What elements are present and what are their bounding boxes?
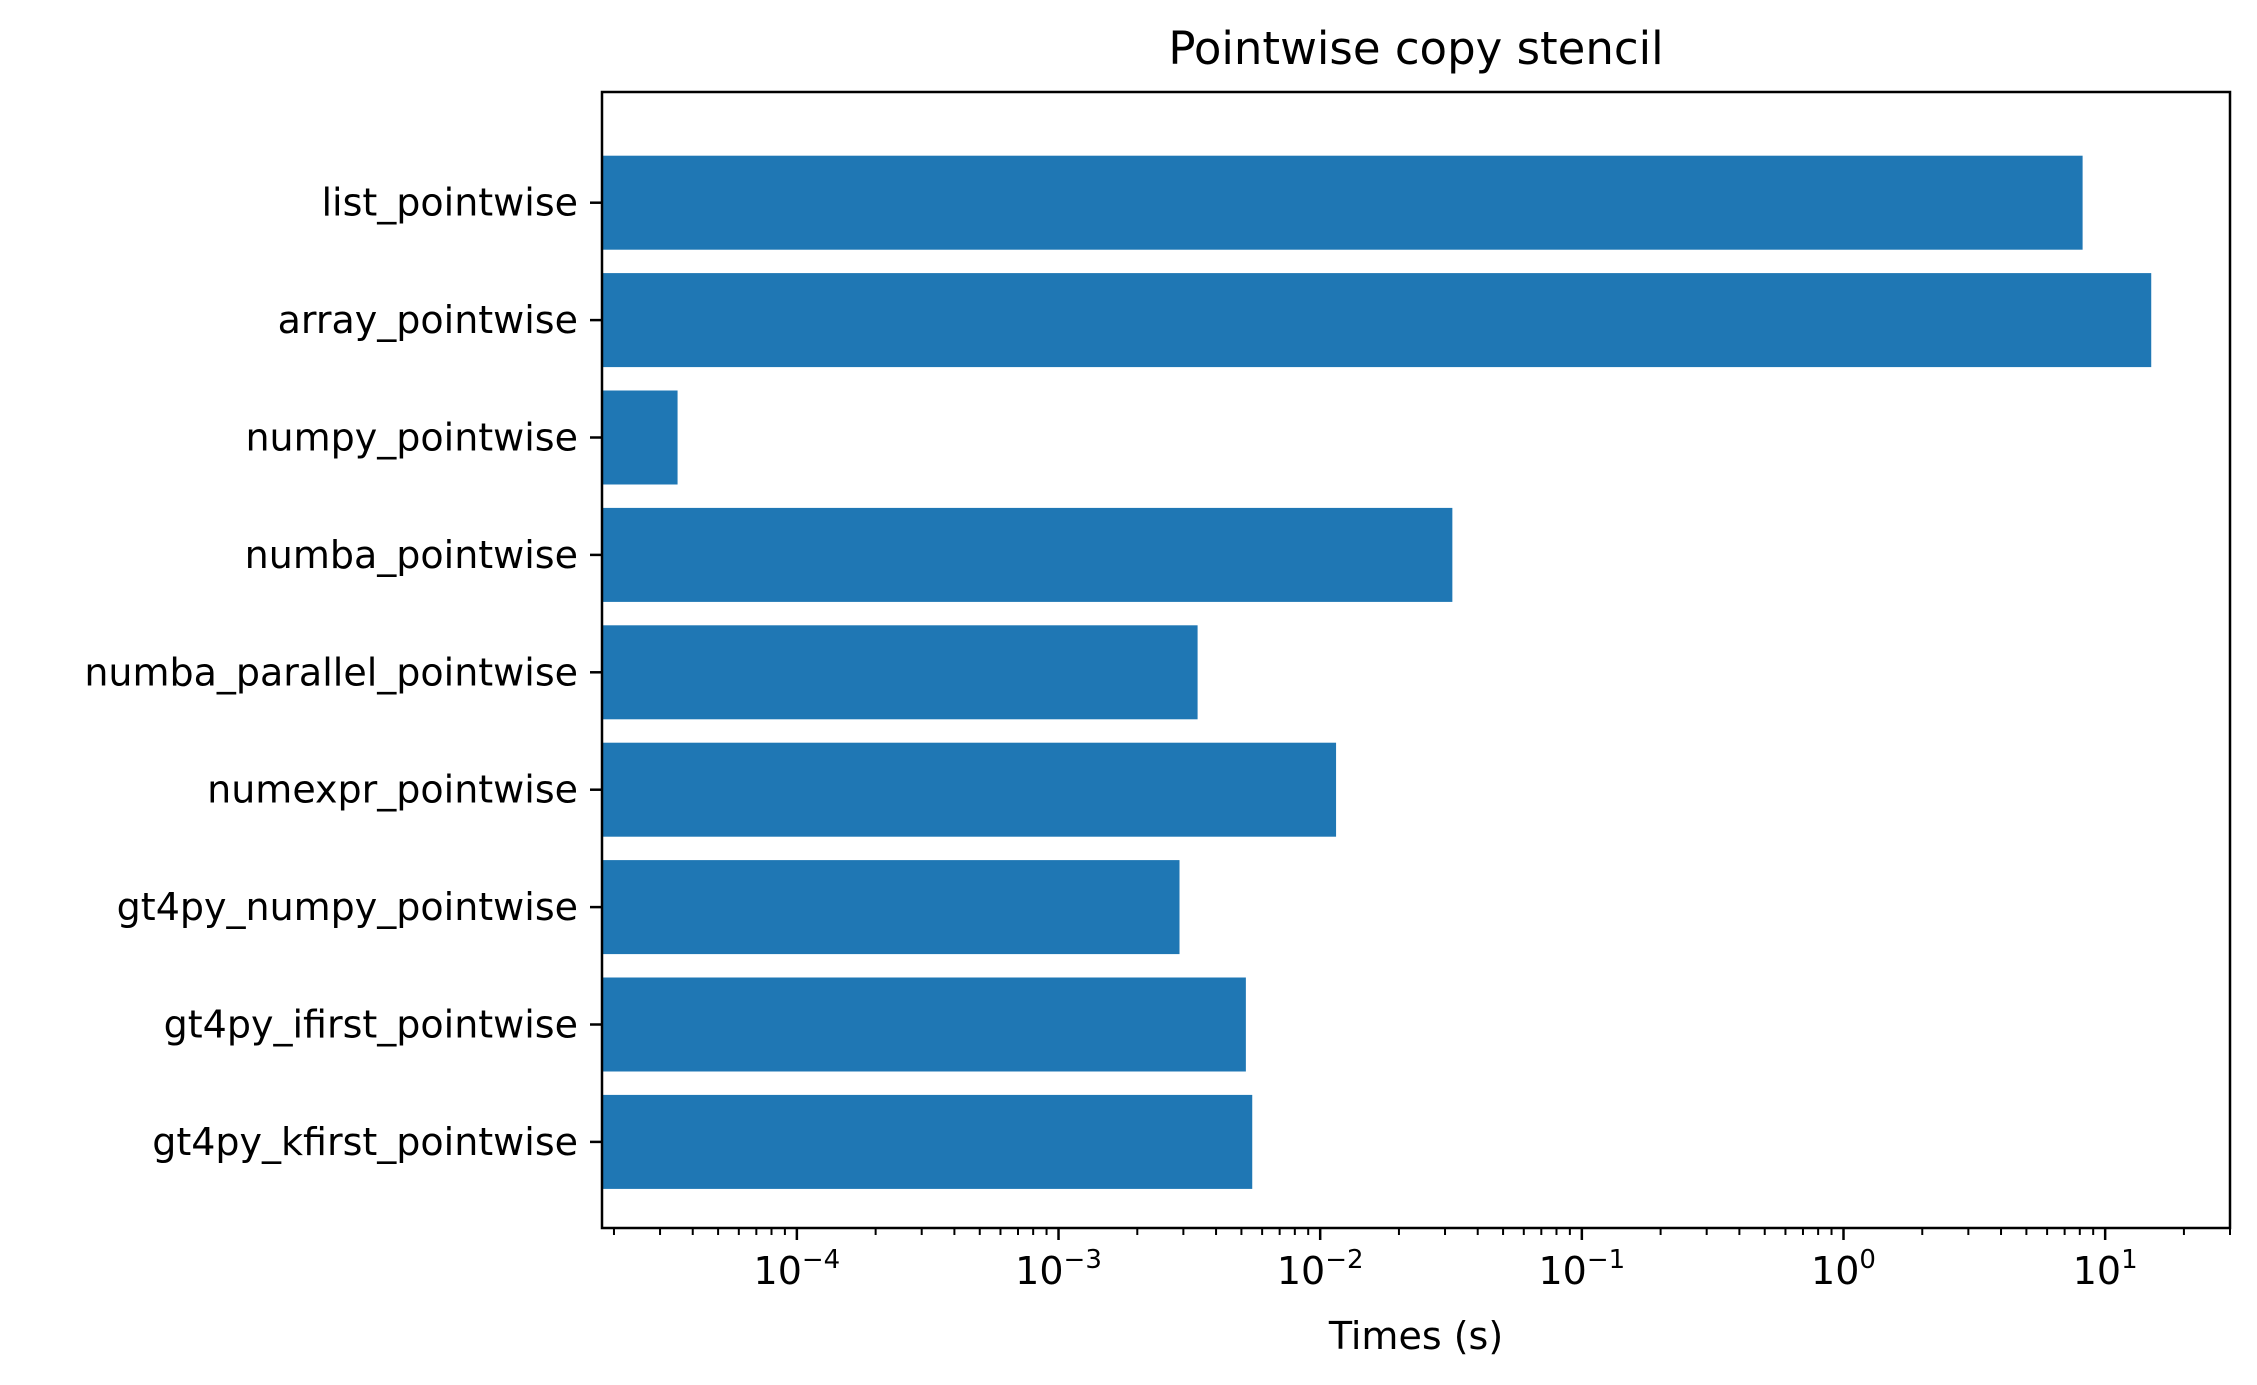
bar-numpy_pointwise	[602, 390, 678, 485]
bar-gt4py_ifirst_pointwise	[602, 977, 1246, 1072]
bar-array_pointwise	[602, 273, 2152, 368]
x-tick-label: 10−2	[1277, 1245, 1364, 1293]
x-tick-label: 101	[2073, 1245, 2138, 1293]
y-tick-label: gt4py_numpy_pointwise	[117, 885, 578, 929]
chart-title: Pointwise copy stencil	[1168, 22, 1663, 75]
bar-numexpr_pointwise	[602, 742, 1337, 837]
x-axis-ticks: 10−4 10−3 10−2 10−1 100 101	[612, 1228, 2231, 1293]
y-tick-labels: list_pointwise array_pointwise numpy_point…	[84, 181, 602, 1164]
x-tick-label: 10−3	[1015, 1245, 1102, 1293]
y-tick-label: list_pointwise	[321, 181, 578, 225]
y-tick-label: numexpr_pointwise	[207, 768, 578, 812]
bar-gt4py_kfirst_pointwise	[602, 1094, 1253, 1189]
y-tick-label: numba_pointwise	[245, 533, 578, 577]
y-tick-label: gt4py_kfirst_pointwise	[152, 1120, 578, 1164]
y-tick-label: gt4py_ifirst_pointwise	[164, 1003, 578, 1047]
plot-frame	[600, 90, 2232, 1230]
x-tick-label: 10−1	[1538, 1245, 1625, 1293]
x-axis-label: Times (s)	[1328, 1314, 1503, 1358]
bar-gt4py_numpy_pointwise	[602, 860, 1180, 955]
bar-list_pointwise	[602, 155, 2083, 250]
y-tick-label: numpy_pointwise	[245, 416, 578, 460]
y-tick-label: array_pointwise	[278, 298, 578, 342]
y-tick-label: numba_parallel_pointwise	[84, 650, 578, 694]
bar-numba_parallel_pointwise	[602, 625, 1198, 720]
bars-group	[602, 155, 2152, 1189]
bar-numba_pointwise	[602, 507, 1453, 602]
x-tick-label: 100	[1811, 1245, 1876, 1293]
x-tick-label: 10−4	[754, 1245, 841, 1293]
